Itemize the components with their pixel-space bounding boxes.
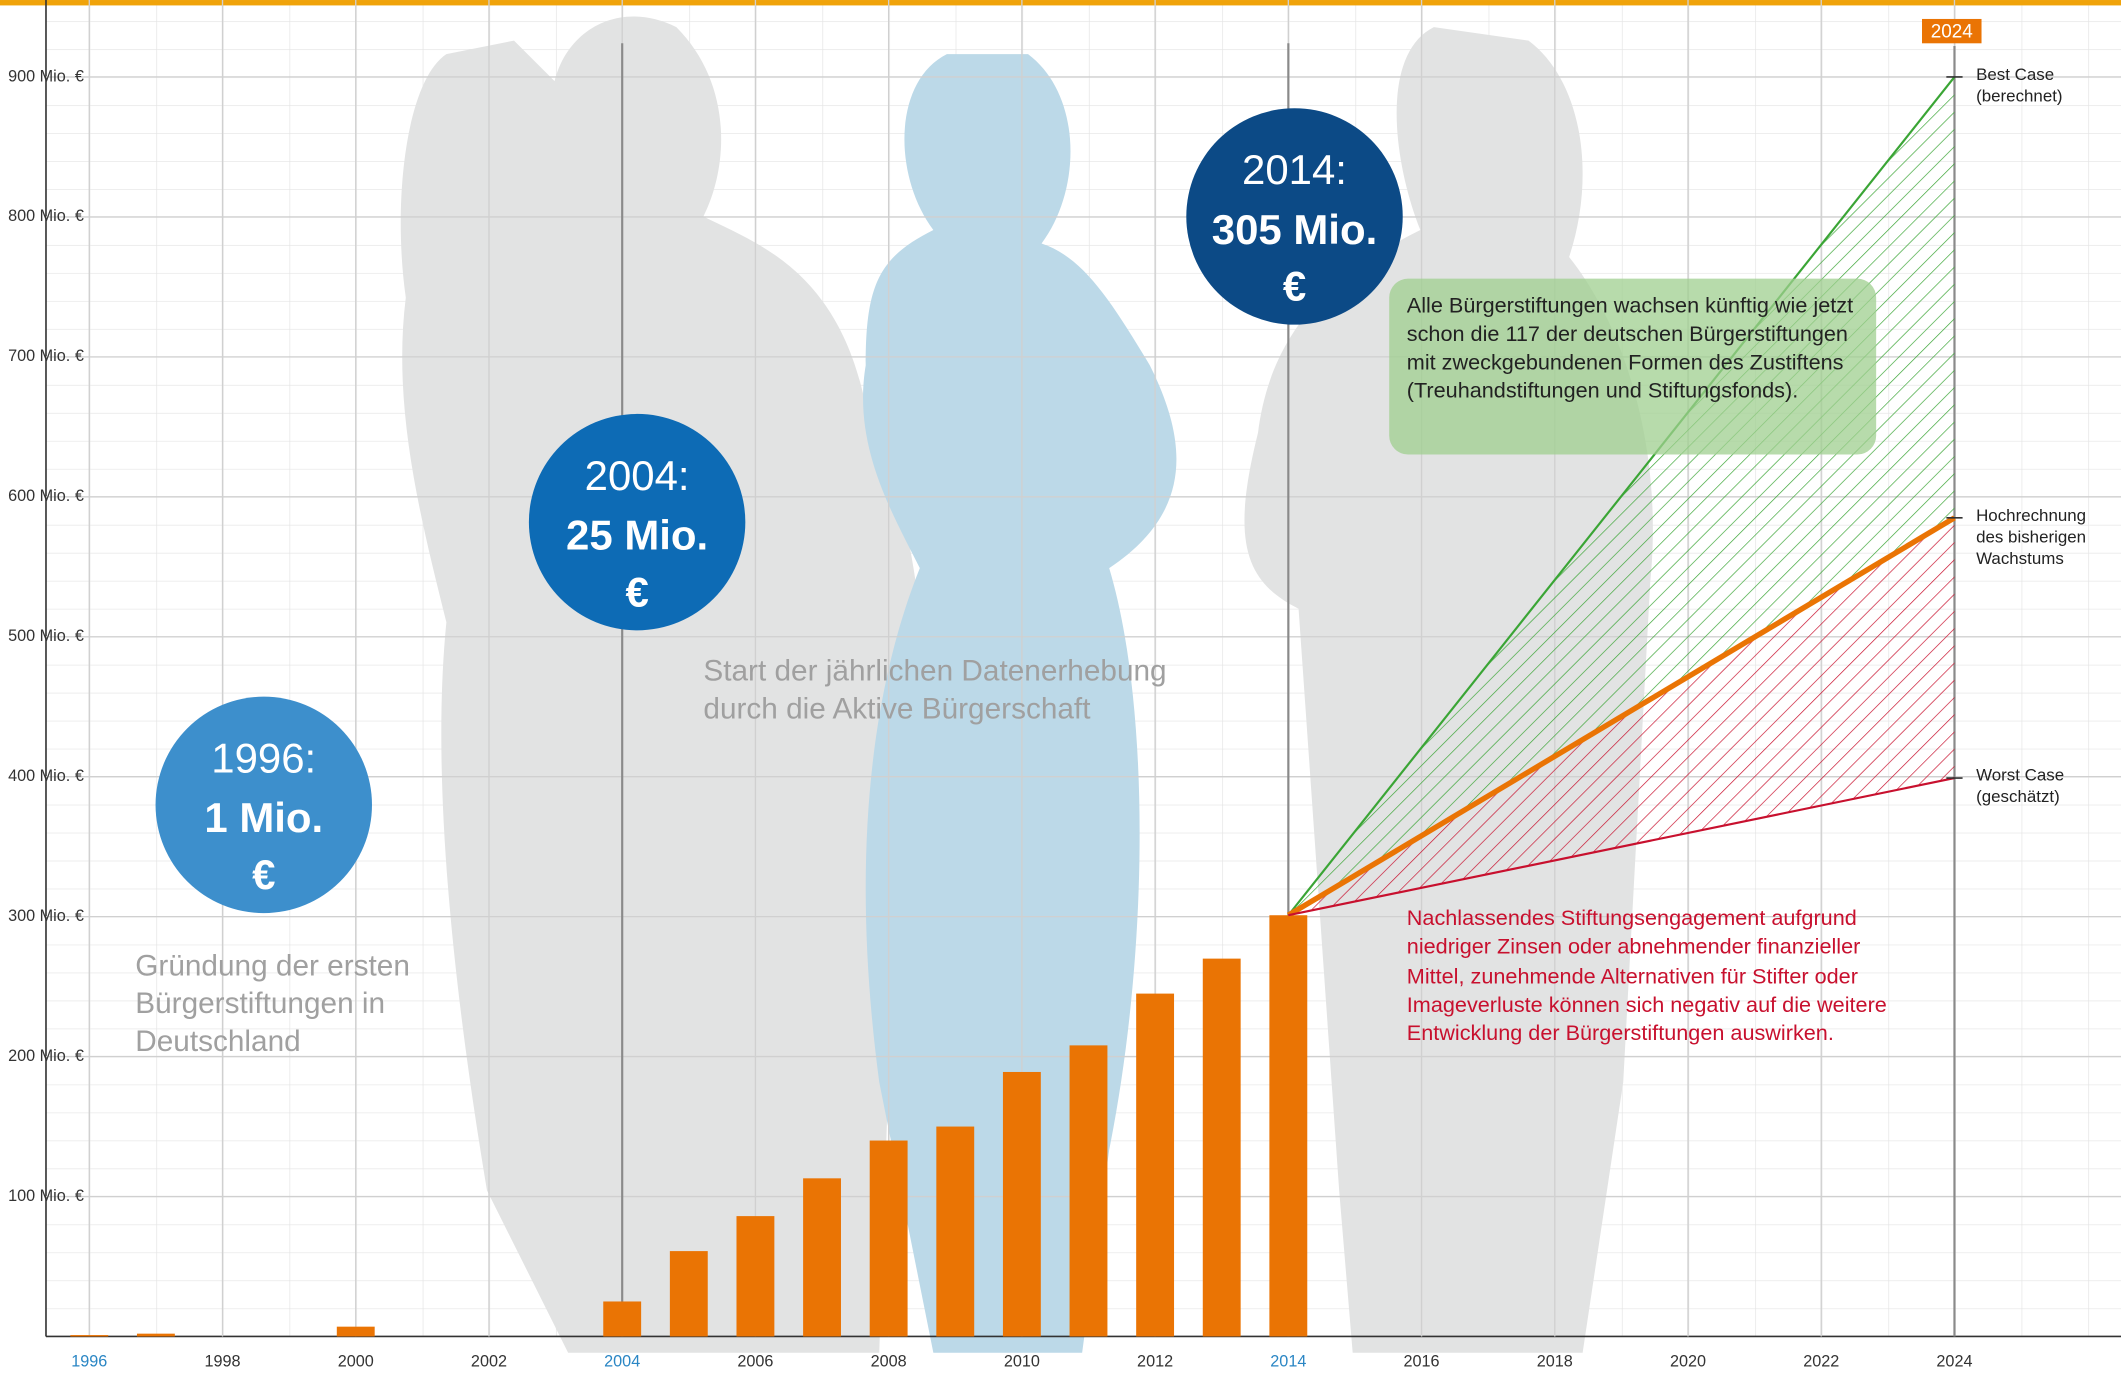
bar xyxy=(936,1126,975,1337)
bar xyxy=(669,1251,708,1337)
y-tick-label: 500 Mio. € xyxy=(8,627,84,645)
legend-entry-box: Worst Case (geschätzt) xyxy=(1976,765,2065,807)
bar xyxy=(70,1335,109,1337)
callout-amount: 1 Mio. xyxy=(204,794,323,841)
callout-amount: 305 Mio. xyxy=(1212,206,1377,253)
bar xyxy=(1069,1045,1108,1337)
note: Gründung der ersten Bürgerstiftungen in … xyxy=(135,948,410,1058)
top-band xyxy=(0,0,2121,6)
callout-year: 2014: xyxy=(1242,146,1347,193)
x-tick-label: 2020 xyxy=(1670,1352,1706,1370)
projection-line xyxy=(1287,76,1956,916)
bar xyxy=(1136,993,1175,1337)
note: Alle Bürgerstiftungen wachsen künftig wi… xyxy=(1406,294,1854,404)
callout-circle xyxy=(528,413,746,631)
bar xyxy=(736,1216,775,1337)
silhouette-center xyxy=(863,54,1177,1353)
note: Nachlassendes Stiftungsengagement aufgru… xyxy=(1406,907,1887,1046)
y-tick-label: 700 Mio. € xyxy=(8,347,84,365)
x-tick-label: 2010 xyxy=(1004,1352,1040,1370)
x-tick-label: 1998 xyxy=(204,1352,240,1370)
callout-amount: 25 Mio. xyxy=(566,511,708,558)
note-box: Gründung der ersten Bürgerstiftungen in … xyxy=(135,948,410,1058)
legend-entry: Best Case (berechnet) xyxy=(1976,64,2063,106)
legend-entry-box: Best Case (berechnet) xyxy=(1976,64,2063,106)
callout-unit: € xyxy=(625,568,648,615)
bar xyxy=(336,1326,375,1337)
bar xyxy=(869,1140,908,1337)
y-tick-label: 900 Mio. € xyxy=(8,67,84,85)
legend-entry-box: Hochrechnung des bisherigen Wachstums xyxy=(1976,505,2087,568)
x-tick-label: 2002 xyxy=(471,1352,507,1370)
y-tick-label: 800 Mio. € xyxy=(8,207,84,225)
note-box xyxy=(1389,278,1877,455)
callout-unit: € xyxy=(252,851,275,898)
y-tick-label: 100 Mio. € xyxy=(8,1187,84,1205)
callout-circle xyxy=(1186,108,1403,325)
x-tick-label: 2016 xyxy=(1404,1352,1440,1370)
x-tick-label: 2018 xyxy=(1537,1352,1573,1370)
bar xyxy=(136,1333,175,1337)
legend-entry: Hochrechnung des bisherigen Wachstums xyxy=(1976,505,2087,568)
projection-line xyxy=(1288,777,1955,917)
legend-entry: Worst Case (geschätzt) xyxy=(1976,765,2065,807)
y-tick-label: 600 Mio. € xyxy=(8,487,84,505)
projection-line xyxy=(1286,515,1956,918)
highlight-label: 2024 xyxy=(1931,21,1973,42)
x-tick-label: 2024 xyxy=(1936,1352,1972,1370)
note: Start der jährlichen Datenerhebung durch… xyxy=(703,653,1167,726)
bar xyxy=(803,1178,841,1337)
x-tick-label: 2012 xyxy=(1137,1352,1173,1370)
note-box: Start der jährlichen Datenerhebung durch… xyxy=(703,653,1167,726)
x-tick-label: 2006 xyxy=(737,1352,773,1370)
x-tick-label: 2000 xyxy=(338,1352,374,1370)
highlight-box xyxy=(1922,18,1982,44)
y-tick-label: 400 Mio. € xyxy=(8,767,84,785)
bar xyxy=(1202,958,1241,1337)
x-tick-label: 2014 xyxy=(1270,1352,1306,1370)
x-tick-label: 2004 xyxy=(604,1352,640,1370)
y-tick-label: 300 Mio. € xyxy=(8,907,84,925)
note-box: Alle Bürgerstiftungen wachsen künftig wi… xyxy=(1406,294,1854,404)
callout-year: 1996: xyxy=(211,735,316,782)
callout-unit: € xyxy=(1283,263,1306,310)
x-tick-label: 1996 xyxy=(71,1352,107,1370)
x-tick-label: 2008 xyxy=(871,1352,907,1370)
note-box: Nachlassendes Stiftungsengagement aufgru… xyxy=(1406,907,1887,1046)
bar xyxy=(1002,1071,1041,1337)
callout-year: 2004: xyxy=(585,452,690,499)
y-tick-label: 200 Mio. € xyxy=(8,1047,84,1065)
bar xyxy=(1269,915,1308,1337)
bar xyxy=(603,1301,642,1337)
callout-circle xyxy=(155,696,372,914)
x-tick-label: 2022 xyxy=(1803,1352,1839,1370)
